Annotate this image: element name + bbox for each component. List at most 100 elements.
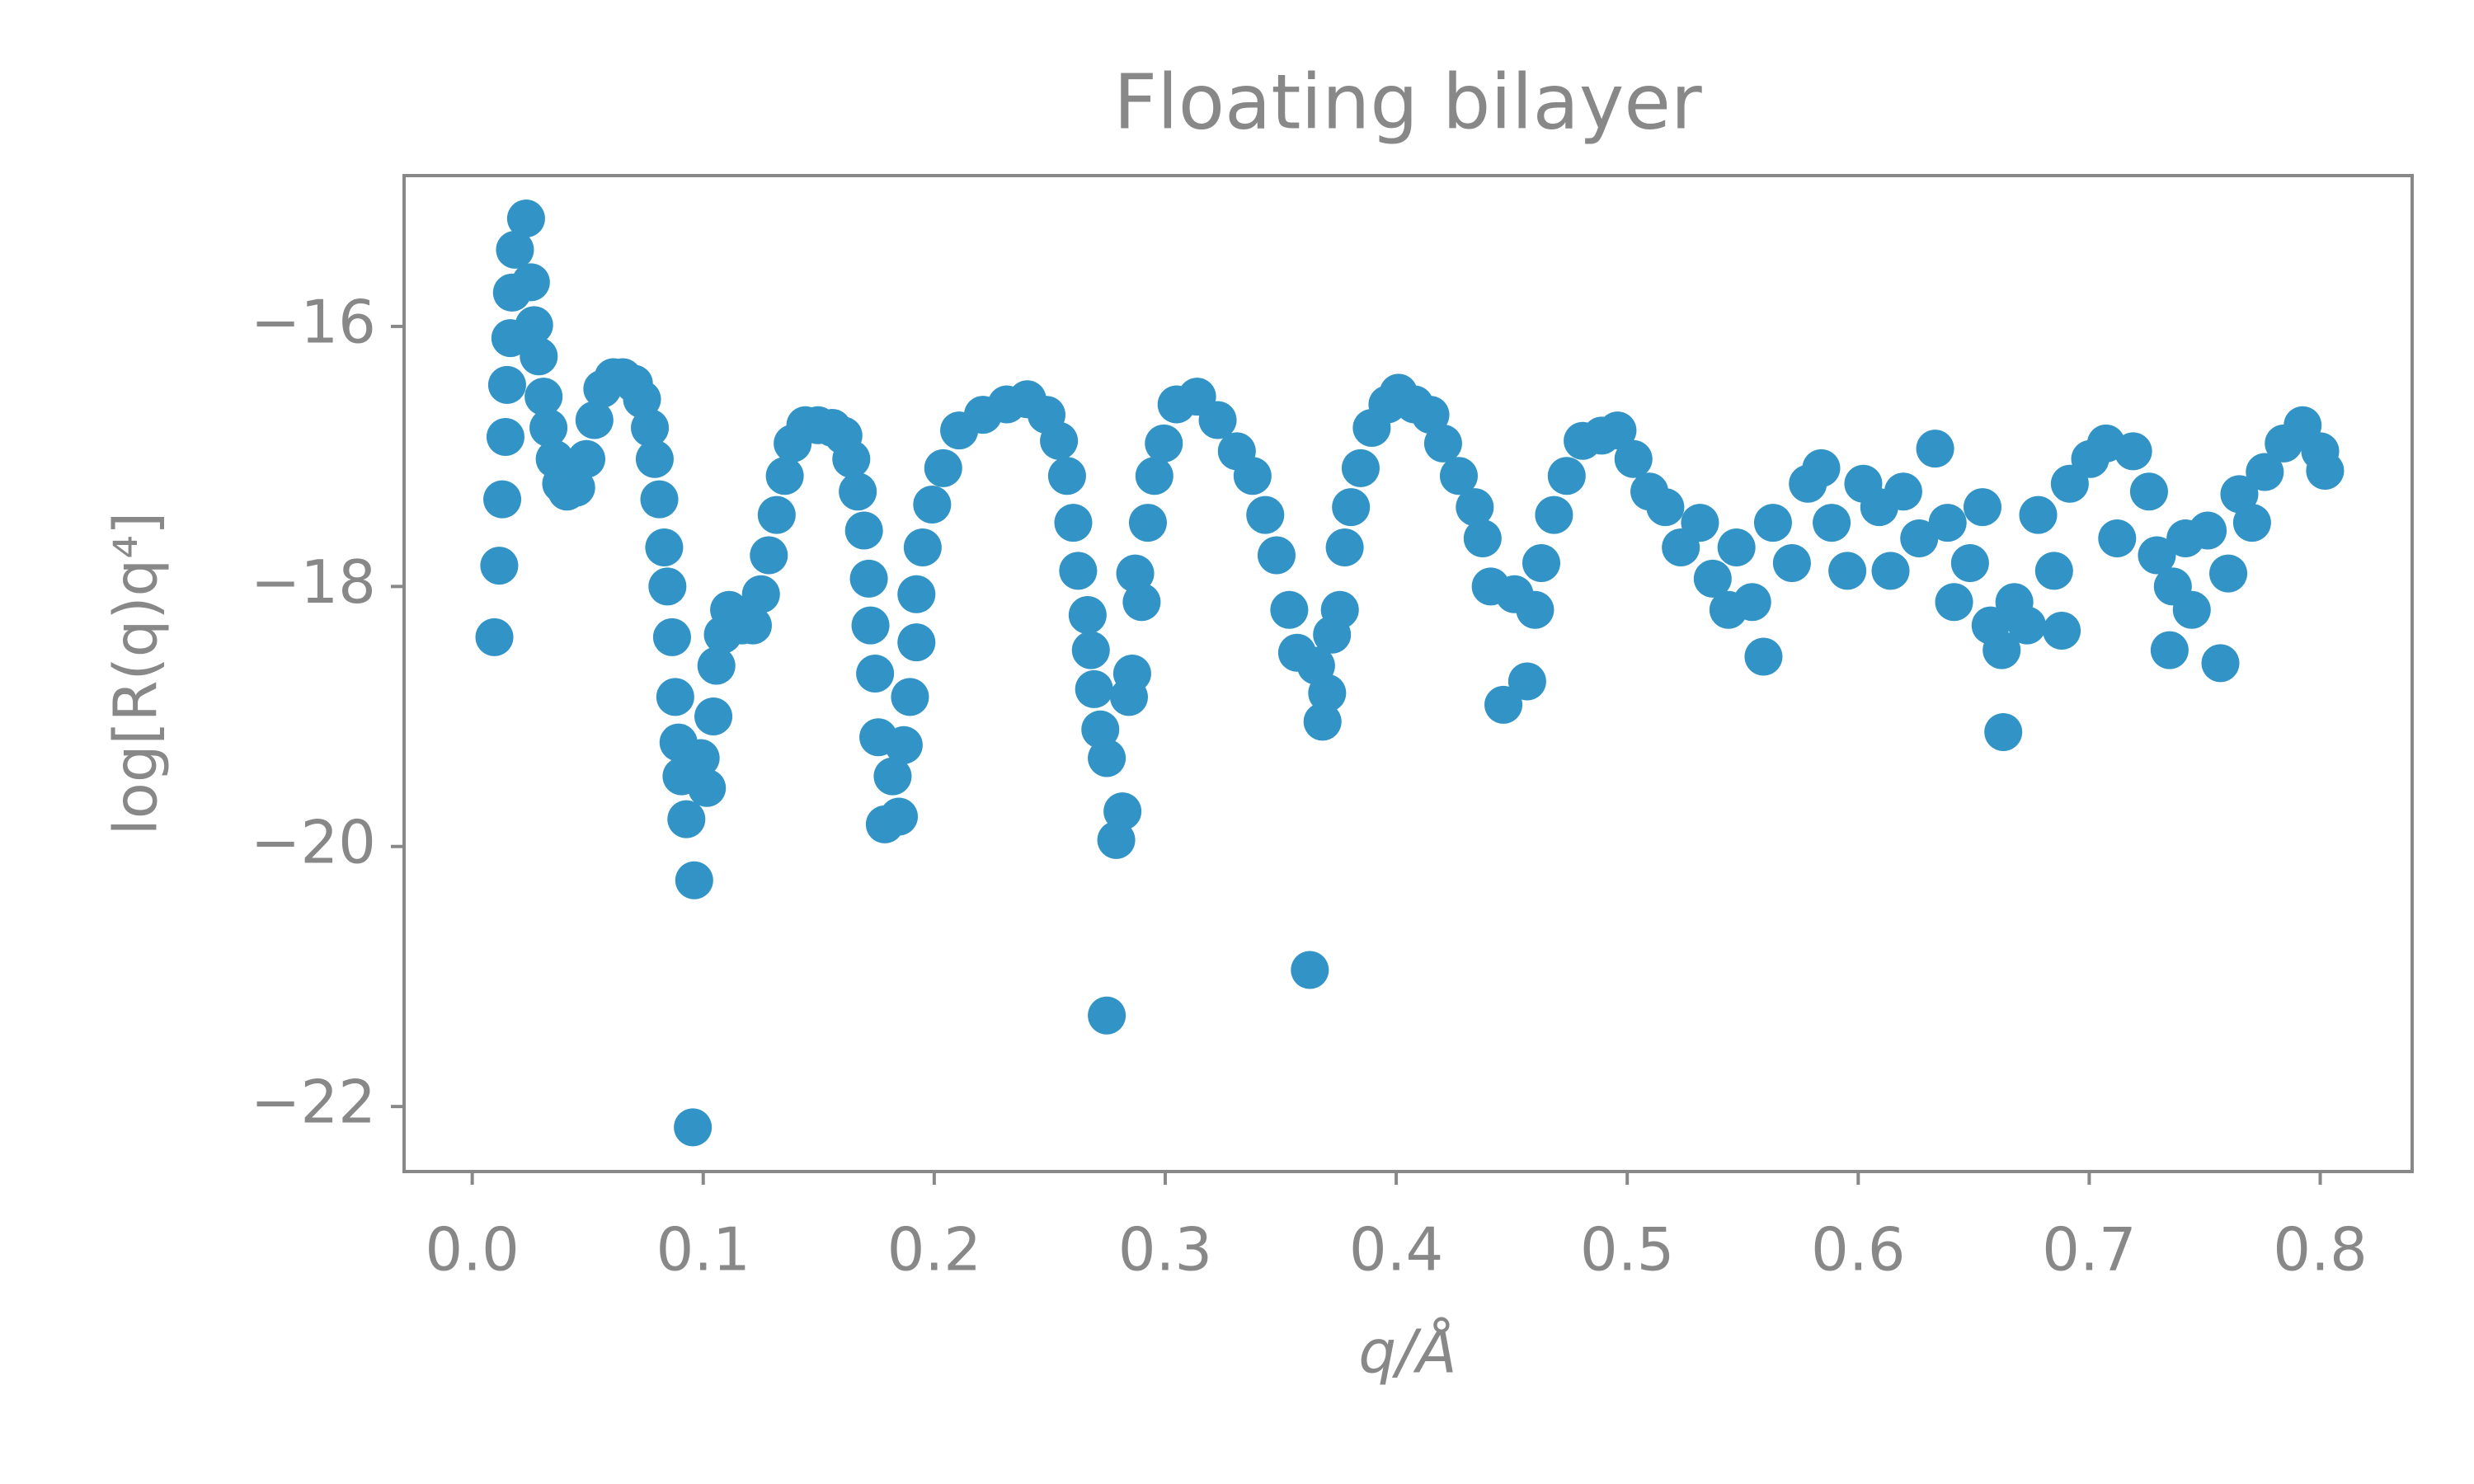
- data-point: [1135, 457, 1174, 495]
- x-tick-label: 0.2: [887, 1215, 982, 1284]
- data-point: [879, 797, 918, 836]
- data-point: [884, 726, 923, 764]
- data-point: [1233, 457, 1272, 495]
- data-point: [1270, 590, 1309, 629]
- data-point: [832, 439, 871, 478]
- data-point: [575, 401, 614, 439]
- data-point: [1744, 637, 1783, 676]
- data-point: [557, 468, 595, 507]
- data-point: [2129, 472, 2168, 511]
- data-point: [506, 200, 545, 238]
- data-point: [1071, 631, 1110, 669]
- data-point: [1439, 457, 1478, 495]
- data-point: [1198, 401, 1237, 439]
- x-axis-label: q/Å: [1358, 1317, 1456, 1387]
- data-point: [2306, 451, 2345, 490]
- data-point: [1081, 710, 1120, 749]
- data-point: [487, 365, 526, 404]
- data-point: [475, 618, 514, 656]
- data-point: [511, 263, 550, 302]
- data-point: [645, 528, 684, 567]
- data-point: [1128, 504, 1167, 542]
- data-point: [2098, 519, 2137, 557]
- data-point: [1753, 504, 1792, 542]
- x-tick-label: 0.4: [1349, 1215, 1444, 1284]
- plot-frame: [402, 174, 2414, 1173]
- data-point: [1484, 685, 1523, 724]
- data-point: [656, 678, 694, 716]
- data-point: [2008, 606, 2047, 645]
- data-point: [1871, 552, 1910, 590]
- data-point: [2114, 432, 2152, 471]
- data-point: [2246, 453, 2284, 491]
- x-tick-label: 0.3: [1118, 1215, 1213, 1284]
- data-point: [1547, 457, 1586, 495]
- data-point: [1257, 536, 1296, 575]
- data-point: [1928, 504, 1967, 542]
- x-tick-label: 0.0: [425, 1215, 520, 1284]
- data-point: [1303, 702, 1342, 741]
- data-point: [635, 439, 674, 478]
- data-point: [1935, 583, 1973, 622]
- data-point: [903, 528, 942, 567]
- data-point: [733, 606, 772, 645]
- data-point: [757, 495, 796, 534]
- data-point: [897, 623, 936, 662]
- data-point: [623, 380, 661, 419]
- data-point: [839, 472, 877, 511]
- data-point: [483, 480, 522, 519]
- y-axis-label: log[R(q)q⁴]: [101, 512, 171, 835]
- data-point: [1122, 583, 1161, 622]
- data-point: [1646, 488, 1685, 527]
- data-point: [2043, 611, 2081, 650]
- data-point: [873, 757, 912, 796]
- data-point: [1411, 396, 1450, 434]
- data-point: [496, 230, 534, 269]
- data-point: [515, 306, 553, 345]
- x-tick-label: 0.8: [2273, 1215, 2368, 1284]
- data-point: [2189, 511, 2227, 550]
- x-tick-label: 0.5: [1580, 1215, 1675, 1284]
- data-point: [1802, 448, 1841, 487]
- data-point: [1332, 488, 1371, 527]
- data-point: [1507, 662, 1546, 701]
- data-point: [1054, 504, 1093, 542]
- data-point: [2150, 631, 2189, 669]
- data-point: [640, 480, 679, 519]
- data-point: [1516, 590, 1554, 629]
- y-tick-label: −16: [251, 287, 376, 356]
- data-point: [765, 457, 804, 495]
- x-tick-label: 0.1: [656, 1215, 750, 1284]
- x-tick-label: 0.7: [2042, 1215, 2137, 1284]
- data-point: [1325, 528, 1364, 567]
- data-point: [2172, 590, 2211, 629]
- data-point: [688, 768, 727, 807]
- data-point: [2034, 552, 2073, 590]
- data-point: [567, 439, 606, 478]
- data-point: [750, 536, 788, 575]
- data-point: [1813, 504, 1851, 542]
- data-point: [1916, 430, 1954, 468]
- data-point: [681, 739, 720, 777]
- data-point: [1772, 543, 1811, 582]
- chart-title: Floating bilayer: [1113, 58, 1702, 146]
- data-point: [1291, 951, 1329, 989]
- data-point: [913, 485, 952, 524]
- data-point: [1040, 421, 1079, 460]
- data-point: [1423, 424, 1462, 463]
- data-point: [1884, 472, 1922, 511]
- data-point: [2220, 475, 2259, 514]
- data-point: [1717, 528, 1756, 567]
- data-point: [1308, 674, 1347, 712]
- y-tick-label: −22: [251, 1068, 376, 1137]
- data-point: [1246, 495, 1285, 534]
- data-point: [1320, 590, 1359, 629]
- data-point: [1097, 820, 1136, 859]
- x-tick-label: 0.6: [1811, 1215, 1906, 1284]
- data-point: [2232, 504, 2271, 542]
- data-point: [849, 559, 888, 598]
- data-point: [1681, 504, 1719, 542]
- data-point: [1963, 488, 2001, 527]
- data-point: [856, 655, 895, 693]
